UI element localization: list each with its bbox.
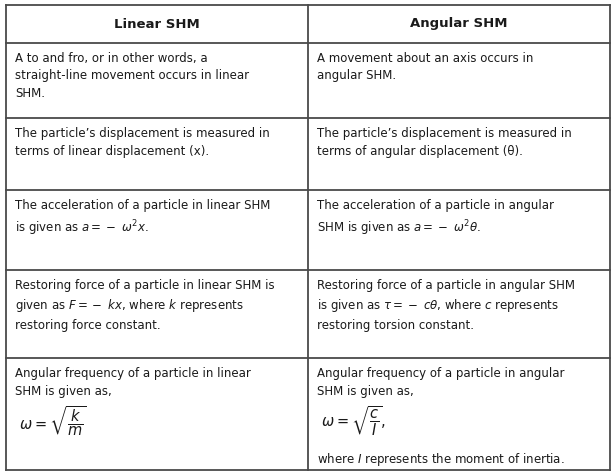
Text: The acceleration of a particle in linear SHM
is given as $a =-\  \omega^{2}x$.: The acceleration of a particle in linear… <box>15 199 270 238</box>
Text: The acceleration of a particle in angular
SHM is given as $a =-\  \omega^{2}\the: The acceleration of a particle in angula… <box>317 199 554 238</box>
Text: Angular SHM: Angular SHM <box>410 18 508 30</box>
Text: Linear SHM: Linear SHM <box>114 18 200 30</box>
Text: where $I$ represents the moment of inertia.: where $I$ represents the moment of inert… <box>317 451 565 468</box>
Text: $\omega = \sqrt{\dfrac{k}{m}}$: $\omega = \sqrt{\dfrac{k}{m}}$ <box>19 405 87 438</box>
Text: Angular frequency of a particle in linear
SHM is given as,: Angular frequency of a particle in linea… <box>15 367 251 398</box>
Text: Restoring force of a particle in angular SHM
is given as $\tau =-\  c\theta$, wh: Restoring force of a particle in angular… <box>317 279 575 332</box>
Text: Restoring force of a particle in linear SHM is
given as $F =-\  kx$, where $k$ r: Restoring force of a particle in linear … <box>15 279 275 332</box>
Text: Angular frequency of a particle in angular
SHM is given as,: Angular frequency of a particle in angul… <box>317 367 564 398</box>
Text: The particle’s displacement is measured in
terms of angular displacement (θ).: The particle’s displacement is measured … <box>317 127 572 158</box>
Text: $\omega = \sqrt{\dfrac{c}{I}},$: $\omega = \sqrt{\dfrac{c}{I}},$ <box>321 405 386 438</box>
Text: A movement about an axis occurs in
angular SHM.: A movement about an axis occurs in angul… <box>317 52 533 83</box>
Text: A to and fro, or in other words, a
straight-line movement occurs in linear
SHM.: A to and fro, or in other words, a strai… <box>15 52 249 100</box>
Text: The particle’s displacement is measured in
terms of linear displacement (x).: The particle’s displacement is measured … <box>15 127 270 158</box>
